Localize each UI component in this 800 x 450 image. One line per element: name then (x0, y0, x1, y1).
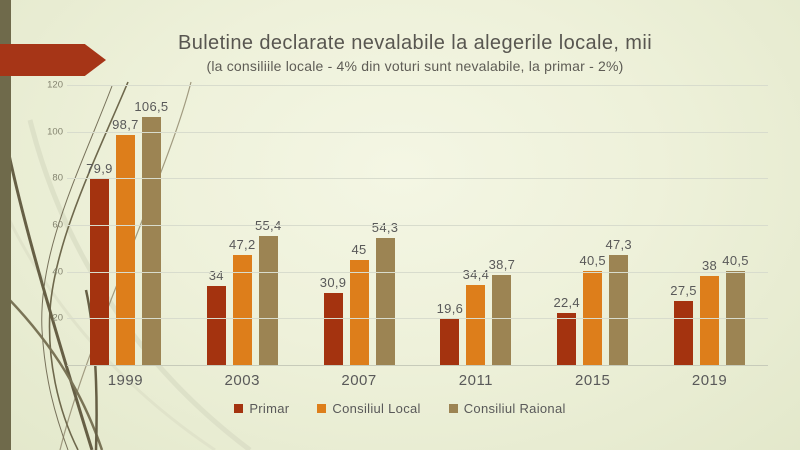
bar-value-label: 22,4 (553, 294, 580, 310)
bar-value-label: 34,4 (462, 266, 490, 282)
bar-value-label: 40,5 (722, 252, 749, 268)
gridline (67, 318, 768, 320)
y-axis-label: 100 (47, 126, 63, 138)
bar-group: 30,9 45 54,3 (301, 85, 418, 365)
legend-item: Consiliul Local (317, 401, 420, 416)
legend-label: Consiliul Raional (463, 401, 566, 416)
category-label: 2003 (224, 372, 260, 389)
bar: 98,7 (112, 117, 138, 365)
bar-value-label: 27,5 (670, 282, 697, 298)
bar-value-label: 30,9 (319, 274, 347, 290)
bar-value-label: 45 (351, 242, 367, 257)
bar: 40,5 (579, 253, 606, 365)
legend-swatch-icon (317, 404, 327, 413)
legend-swatch-icon (448, 404, 458, 413)
bar: 27,5 (670, 283, 697, 365)
bar-value-label: 79,9 (86, 160, 113, 176)
category-label: 2007 (341, 372, 377, 389)
bar: 30,9 (320, 275, 346, 365)
bar: 106,5 (134, 99, 168, 365)
y-axis-label: 20 (52, 312, 63, 324)
bar: 47,3 (605, 237, 632, 365)
bar-value-label: 47,3 (605, 236, 632, 252)
bar: 40,5 (722, 253, 749, 365)
category-label: 2011 (458, 372, 494, 389)
category-label: 1999 (107, 372, 144, 389)
gridline (67, 131, 768, 133)
legend-label: Consiliul Local (332, 401, 421, 416)
bar: 47,2 (229, 237, 255, 365)
x-axis-labels: 1999 2003 2007 2011 2015 2019 (67, 372, 768, 389)
bar-value-label: 47,2 (228, 236, 256, 252)
gridline (67, 85, 768, 86)
bar-value-label: 106,5 (134, 98, 169, 114)
y-axis-label: 60 (52, 219, 63, 231)
gridline (67, 271, 768, 273)
gridline (67, 178, 768, 180)
chart-subtitle: (la consiliile locale - 4% din voturi su… (206, 58, 624, 74)
bar-group: 27,5 38 40,5 (651, 85, 768, 365)
accent-arrow-shape (0, 44, 106, 76)
bar: 34 (206, 268, 226, 365)
bar: 38 (700, 258, 720, 365)
gridline (67, 225, 768, 226)
legend-item: Primar (234, 401, 289, 416)
category-label: 2019 (691, 372, 728, 389)
bar-group: 22,4 40,5 47,3 (534, 85, 651, 365)
bar: 19,6 (437, 301, 463, 365)
bar: 55,4 (255, 218, 281, 365)
legend-swatch-icon (234, 404, 244, 413)
bar-value-label: 40,5 (579, 252, 606, 268)
bar: 22,4 (553, 295, 580, 365)
legend-item: Consiliul Raional (448, 401, 566, 416)
bar-group: 34 47,2 55,4 (184, 85, 301, 365)
plot-area: 79,9 98,7 106,5 34 47,2 55,4 30,9 45 54,3 19,6 34,… (47, 80, 768, 366)
bar-group: 19,6 34,4 38,7 (417, 85, 534, 365)
bar-value-label: 19,6 (436, 301, 464, 317)
bar: 38,7 (489, 257, 515, 365)
category-label: 2015 (575, 372, 611, 389)
y-axis-label: 40 (52, 266, 63, 278)
bar-value-label: 34 (208, 267, 224, 283)
bar: 34,4 (463, 267, 489, 365)
chart-title: Buletine declarate nevalabile la alegeri… (177, 32, 653, 54)
bar-value-label: 98,7 (112, 116, 139, 132)
legend-label: Primar (249, 401, 290, 416)
left-edge-strip (0, 0, 11, 450)
bar-value-label: 38,7 (488, 256, 516, 272)
bar: 45 (349, 242, 369, 365)
bar-value-label: 54,3 (371, 220, 399, 236)
bar-value-label: 38 (702, 258, 718, 274)
legend: Primar Consiliul Local Consiliul Raional (0, 401, 800, 416)
bar: 54,3 (372, 220, 398, 365)
y-axis-label: 120 (47, 79, 63, 91)
y-axis-label: 80 (52, 172, 63, 184)
slide-header: Buletine declarate nevalabile la alegeri… (40, 31, 790, 74)
